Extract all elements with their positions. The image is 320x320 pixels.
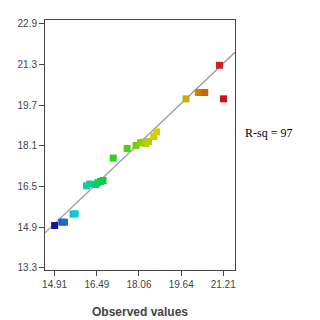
svg-text:19.7: 19.7: [18, 100, 38, 111]
svg-text:R-sq = 97: R-sq = 97: [245, 126, 292, 140]
svg-text:21.3: 21.3: [18, 59, 38, 70]
svg-text:14.9: 14.9: [18, 222, 38, 233]
svg-text:13.3: 13.3: [18, 262, 38, 273]
svg-text:16.49: 16.49: [84, 279, 109, 290]
svg-text:18.1: 18.1: [18, 140, 38, 151]
svg-text:21.21: 21.21: [211, 279, 236, 290]
svg-text:22.9: 22.9: [18, 18, 38, 29]
svg-text:19.64: 19.64: [169, 279, 194, 290]
svg-text:Observed values: Observed values: [92, 305, 188, 319]
svg-text:14.91: 14.91: [42, 279, 67, 290]
svg-text:18.06: 18.06: [126, 279, 151, 290]
svg-text:16.5: 16.5: [18, 181, 38, 192]
